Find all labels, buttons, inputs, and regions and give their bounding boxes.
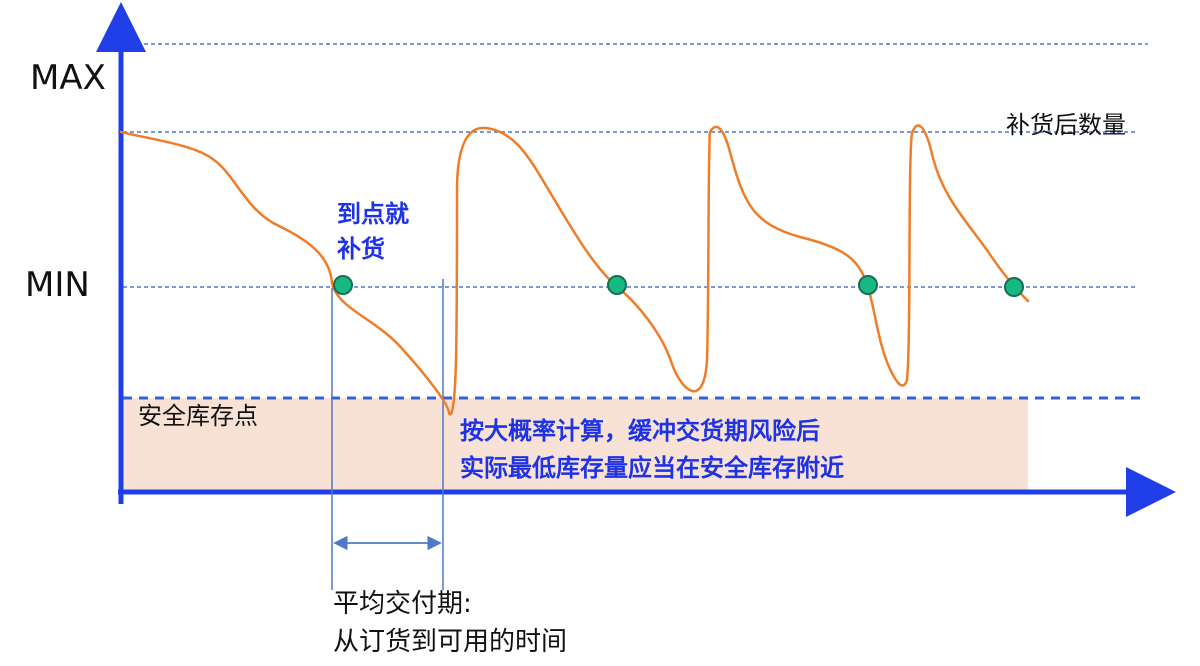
reorder-point-label-line-2: 补货 xyxy=(337,235,385,263)
reorder-point-label-line-1: 到点就 xyxy=(337,200,409,228)
probability-note-line-2: 实际最低库存量应当在安全库存附近 xyxy=(460,454,844,482)
lead-time-label-line-1: 平均交付期: xyxy=(333,589,472,619)
safety-stock-point-label: 安全库存点 xyxy=(138,402,258,430)
replenished-quantity-label: 补货后数量 xyxy=(1006,111,1126,139)
probability-note-line-1: 按大概率计算，缓冲交货期风险后 xyxy=(460,417,820,445)
reorder-point-marker-2 xyxy=(607,275,627,295)
min-label: MIN xyxy=(25,265,90,305)
inventory-curve xyxy=(119,124,1030,416)
reorder-point-marker-1 xyxy=(333,275,353,295)
max-label: MAX xyxy=(30,58,106,98)
reorder-point-marker-4 xyxy=(1004,277,1024,297)
reorder-point-marker-3 xyxy=(858,275,878,295)
lead-time-label-line-2: 从订货到可用的时间 xyxy=(333,627,567,657)
safety-stock-band xyxy=(123,398,1028,492)
